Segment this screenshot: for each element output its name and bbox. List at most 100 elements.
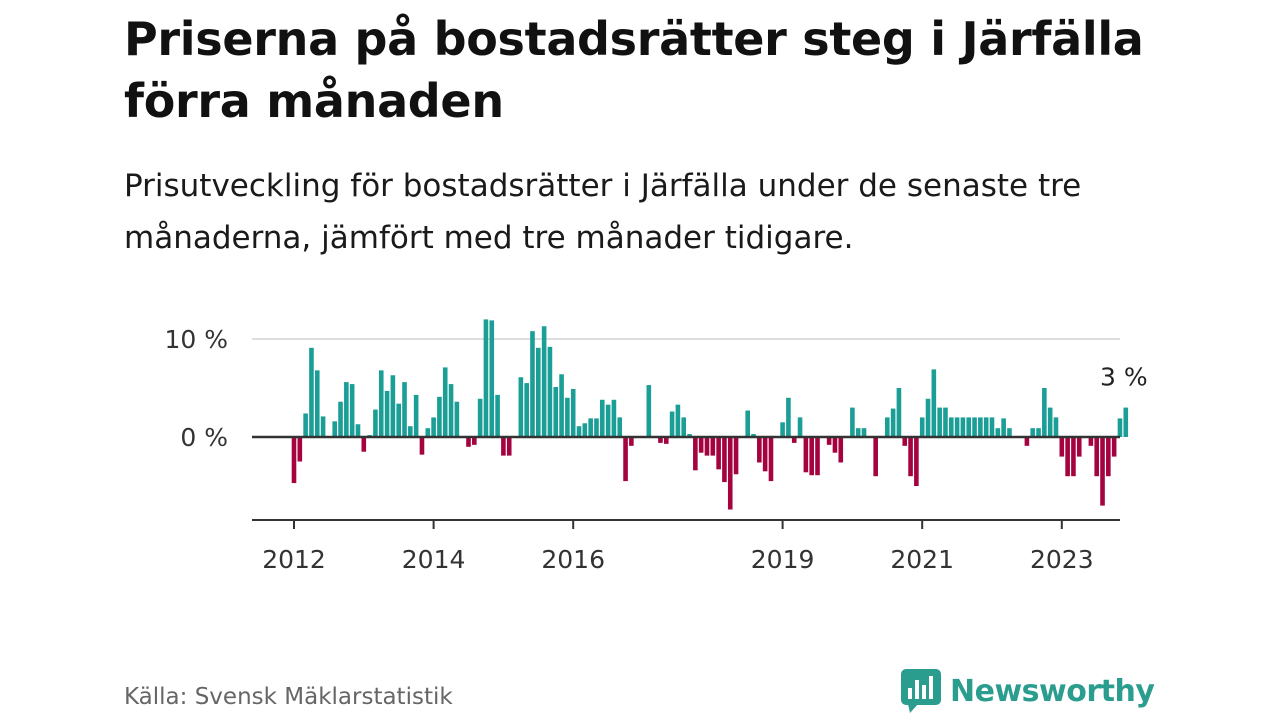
bar (472, 437, 477, 445)
bar (698, 437, 704, 453)
bar (338, 401, 343, 437)
bar (373, 409, 378, 437)
bar (885, 417, 890, 437)
bar (972, 417, 977, 437)
x-tick-label: 2012 (262, 545, 326, 574)
bar (948, 417, 954, 437)
bar (1088, 437, 1094, 446)
bar (1030, 428, 1036, 437)
bar (960, 417, 966, 437)
bar (1053, 417, 1059, 437)
bar (733, 437, 739, 475)
bar (291, 437, 297, 484)
bar (425, 428, 431, 437)
y-tick-label: 10 % (164, 325, 228, 354)
bar (687, 434, 692, 437)
x-tick-label: 2016 (541, 545, 605, 574)
bar (309, 347, 314, 437)
newsworthy-logo-icon (901, 669, 941, 713)
bar (617, 417, 623, 437)
bar (1042, 388, 1047, 437)
bar (588, 418, 593, 437)
bar (791, 437, 797, 443)
bar (297, 437, 303, 462)
bar (786, 397, 791, 437)
bar (536, 347, 541, 437)
bar (1047, 407, 1053, 437)
bar (314, 370, 320, 437)
bar (966, 417, 972, 437)
bar (978, 417, 983, 437)
x-tick-label: 2021 (890, 545, 954, 574)
x-tick-label: 2019 (751, 545, 815, 574)
bar (890, 408, 896, 437)
bar (681, 417, 687, 437)
newsworthy-logo-text: Newsworthy (950, 673, 1155, 709)
bar (431, 417, 436, 437)
bar (722, 437, 727, 483)
bar (826, 437, 832, 445)
bar (384, 390, 390, 437)
bar (623, 437, 628, 482)
bar (995, 428, 1001, 437)
bar (1094, 437, 1099, 477)
bar (541, 326, 547, 437)
bar (803, 437, 809, 473)
bar (530, 331, 535, 437)
bar (303, 413, 308, 437)
bar (559, 374, 564, 437)
bar (466, 437, 471, 447)
source-note: Källa: Svensk Mäklarstatistik (124, 684, 453, 710)
bar (1076, 437, 1082, 457)
bar (1007, 428, 1012, 437)
bar (780, 422, 785, 437)
bar (489, 320, 495, 437)
bar (768, 437, 774, 482)
bar (873, 437, 878, 477)
bar (361, 437, 367, 452)
newsworthy-logo[interactable]: Newsworthy (900, 668, 1155, 714)
bar (727, 437, 733, 510)
bar (1001, 418, 1006, 437)
bar (594, 418, 599, 437)
bar (710, 437, 716, 456)
page-title: Priserna på bostadsrätter steg i Järfäll… (124, 12, 1144, 128)
bar (954, 417, 960, 437)
price-change-chart: 0 % 10 % 2012 2014 2016 2019 2021 2023 3 % (164, 319, 1148, 574)
bar (1117, 418, 1123, 437)
x-tick-label: 2014 (402, 545, 466, 574)
bar (611, 399, 617, 437)
bar (553, 387, 559, 437)
bar (355, 424, 361, 437)
bar (448, 384, 454, 437)
bar (896, 388, 902, 437)
page-subtitle: Prisutveckling för bostadsrätter i Järfä… (124, 168, 1082, 256)
bar (582, 423, 588, 437)
bar (989, 417, 995, 437)
bar (658, 437, 663, 443)
bar (704, 437, 710, 456)
bar (454, 401, 460, 437)
bars-layer (291, 319, 1129, 510)
bar (914, 437, 919, 486)
bar (605, 404, 611, 437)
bar (349, 384, 355, 437)
bar (396, 403, 401, 437)
bar (402, 382, 407, 437)
bar (1123, 407, 1129, 437)
bar (693, 437, 698, 471)
bar (745, 410, 750, 437)
bar (669, 411, 675, 437)
bar (378, 370, 384, 437)
bar (943, 407, 948, 437)
bar (332, 421, 338, 437)
x-tick-label: 2023 (1030, 545, 1094, 574)
axis-layer: 0 % 10 % 2012 2014 2016 2019 2021 2023 3 % (164, 325, 1147, 574)
bar (570, 388, 576, 437)
bar (908, 437, 913, 477)
bar (983, 417, 989, 437)
bar (861, 428, 867, 437)
bar (501, 437, 506, 456)
bar (344, 382, 349, 437)
bar (832, 437, 838, 453)
